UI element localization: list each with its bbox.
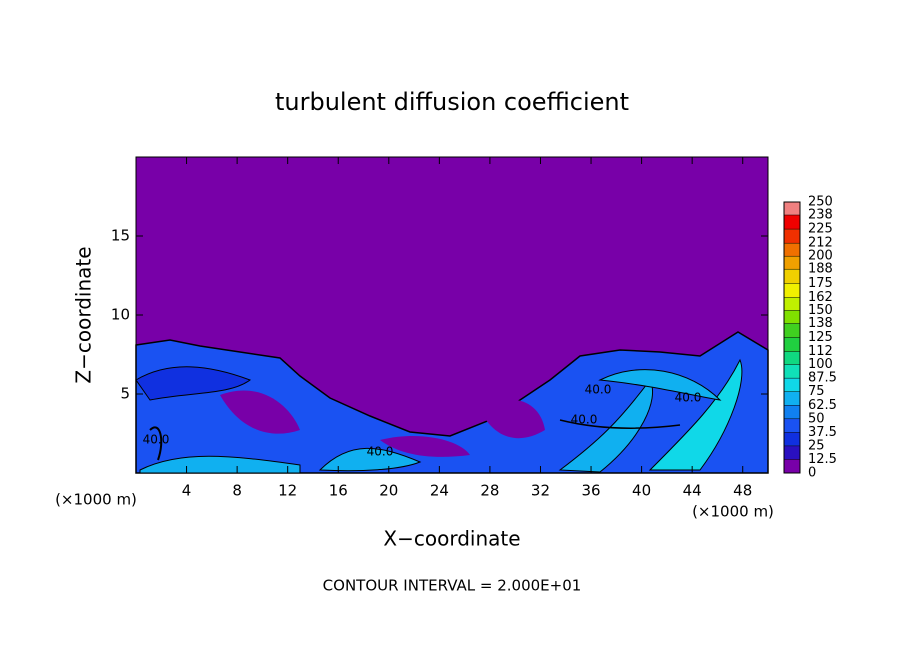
y-tick-label: 10	[111, 306, 130, 324]
y-tick-label: 15	[111, 227, 130, 245]
contour-line	[559, 419, 681, 430]
field-region	[380, 435, 470, 457]
colorbar-tick-label: 162	[808, 290, 833, 305]
colorbar-tick-label: 25	[808, 438, 825, 453]
colorbar-swatch	[784, 459, 800, 473]
colorbar-tick-label: 138	[808, 316, 833, 331]
x-axis-label: X−coordinate	[383, 527, 520, 551]
field-region	[648, 358, 743, 471]
x-tick-label: 48	[733, 482, 752, 500]
x-tick-label: 44	[683, 482, 702, 500]
field-region	[220, 390, 300, 434]
colorbar-tick-label: 0	[808, 466, 816, 481]
contour-label: 40.0	[367, 445, 394, 459]
colorbar-swatch	[784, 323, 800, 338]
y-axis-label: Z−coordinate	[72, 246, 96, 383]
field-region	[318, 447, 422, 472]
x-tick-label: 32	[531, 482, 550, 500]
colorbar-tick-label: 75	[808, 384, 825, 399]
colorbar-tick-label: 150	[808, 303, 833, 318]
field-region	[139, 455, 301, 474]
contour-field	[135, 157, 769, 474]
colorbar-tick-label: 112	[808, 344, 833, 359]
x-tick-label: 20	[379, 482, 398, 500]
y-tick-label: 5	[120, 385, 130, 403]
contour-label: 40.0	[585, 383, 612, 397]
x-tick-label: 12	[278, 482, 297, 500]
x-unit-label: (×1000 m)	[55, 491, 137, 509]
colorbar-swatch	[784, 215, 800, 230]
colorbar-swatch	[784, 378, 800, 392]
x-tick-label: 24	[430, 482, 449, 500]
x-tick-label: 40	[632, 482, 651, 500]
contour-line	[149, 426, 163, 461]
colorbar-tick-label: 225	[808, 222, 833, 237]
colorbar-tick-label: 212	[808, 236, 833, 251]
colorbar-tick-label: 12.5	[808, 452, 837, 467]
colorbar-tick-label: 200	[808, 249, 833, 264]
field-region	[480, 399, 545, 439]
footer-note: CONTOUR INTERVAL = 2.000E+01	[323, 577, 582, 595]
colorbar-tick-label: 125	[808, 330, 833, 345]
x-tick-label: 16	[329, 482, 348, 500]
colorbar-tick-label: 250	[808, 195, 833, 210]
colorbar-tick-label: 87.5	[808, 371, 837, 386]
colorbar-swatch	[784, 351, 800, 365]
colorbar-tick-label: 50	[808, 411, 825, 426]
colorbar-swatch	[784, 297, 800, 311]
colorbar-swatch	[784, 243, 800, 257]
colorbar-tick-label: 238	[808, 208, 833, 223]
colorbar-frame	[783, 201, 801, 474]
field-region	[598, 369, 722, 401]
colorbar-tick-label: 37.5	[808, 425, 837, 440]
colorbar-swatch	[784, 269, 800, 284]
x-tick-label: 4	[182, 482, 192, 500]
colorbar-swatch	[784, 337, 800, 352]
colorbar-swatch	[784, 310, 800, 324]
colorbar-tick-label: 188	[808, 262, 833, 277]
colorbar-swatch	[784, 405, 800, 419]
colorbar-swatch	[784, 418, 800, 433]
contour-label: 40.0	[143, 433, 170, 447]
colorbar-swatch	[784, 391, 800, 406]
colorbar-swatch	[784, 364, 800, 379]
x-tick-label: 8	[232, 482, 242, 500]
colorbar-swatch	[784, 256, 800, 270]
colorbar-swatch	[784, 283, 800, 298]
colorbar-swatch	[784, 202, 800, 216]
contour-label: 40.0	[675, 391, 702, 405]
colorbar-tick-label: 175	[808, 276, 833, 291]
colorbar-swatch	[784, 432, 800, 446]
colorbar-tick-label: 100	[808, 357, 833, 372]
contour-label: 40.0	[571, 413, 598, 427]
field-region	[135, 366, 252, 401]
x-tick-label: 28	[480, 482, 499, 500]
colorbar-swatch	[784, 229, 800, 244]
colorbar-swatch	[784, 445, 800, 460]
x-tick-label: 36	[581, 482, 600, 500]
x-unit-label: (×1000 m)	[692, 503, 774, 521]
chart-title: turbulent diffusion coefficient	[275, 88, 629, 116]
colorbar-tick-label: 62.5	[808, 398, 837, 413]
